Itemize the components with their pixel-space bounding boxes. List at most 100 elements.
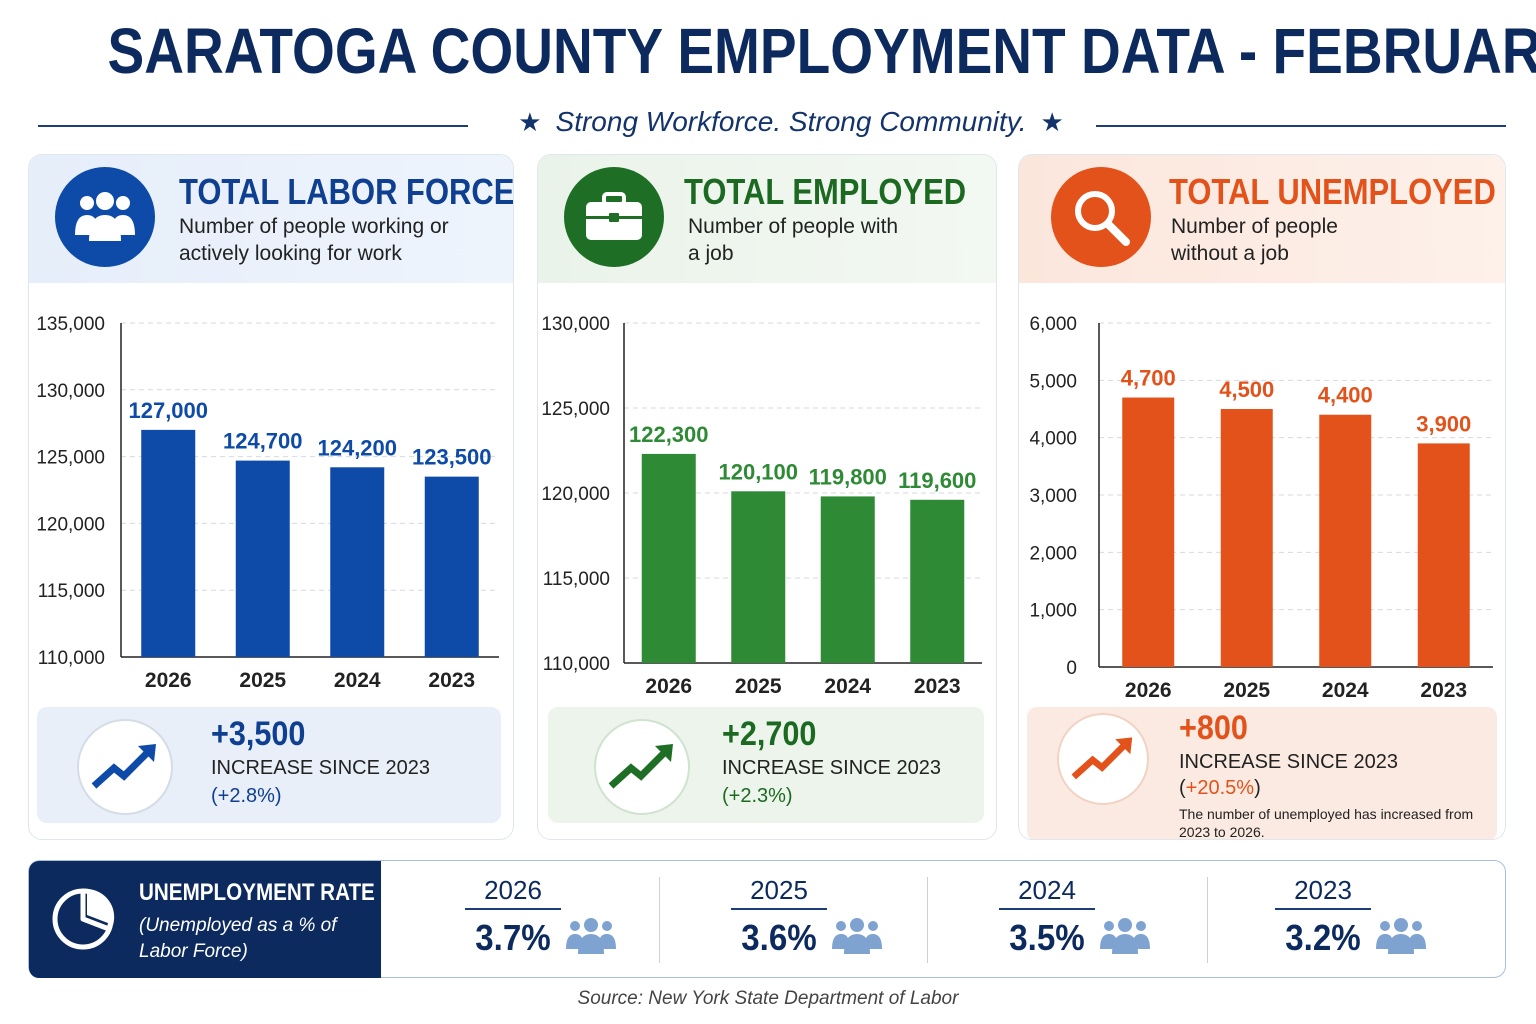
y-tick-label: 1,000 [1029, 601, 1077, 622]
x-tick-label: 2026 [1125, 679, 1172, 702]
card-description: Number of people with a job [688, 215, 899, 265]
bar-2025 [235, 460, 290, 657]
trend-up-icon [1057, 713, 1149, 805]
change-note: The number of unemployed has increased f… [1179, 806, 1474, 840]
rate-value: 3.2% [1285, 917, 1361, 958]
bar-2026 [141, 429, 196, 657]
card-title: TOTAL LABOR FORCE [179, 171, 514, 212]
y-tick-label: 110,000 [38, 648, 105, 669]
data-label: 119,600 [898, 468, 976, 493]
data-label: 120,100 [718, 459, 798, 484]
card-description: Number of people without a job [1171, 215, 1338, 265]
change-label: INCREASE SINCE 2023 [1179, 751, 1398, 773]
tagline-rule-left [38, 125, 468, 127]
data-label: 4,500 [1219, 377, 1274, 402]
x-tick-label: 2026 [145, 669, 192, 692]
unemployed-summary: +800 INCREASE SINCE 2023 (+20.5%) The nu… [1027, 707, 1497, 840]
change-label: INCREASE SINCE 2023 [211, 757, 430, 779]
y-tick-label: 115,000 [543, 569, 610, 590]
employed-bar-chart: 130,000 125,000 120,000 115,000 110,000 122,3… [541, 314, 982, 698]
rate-year: 2023 [1275, 875, 1371, 910]
rate-value: 3.7% [475, 917, 551, 958]
x-tick-label: 2025 [239, 669, 286, 692]
change-value: +800 [1179, 709, 1248, 747]
y-tick-label: 5,000 [1029, 371, 1077, 392]
card-title: TOTAL UNEMPLOYED [1169, 171, 1496, 212]
people-icon [566, 918, 616, 954]
data-label: 123,500 [412, 445, 492, 470]
y-tick-label: 6,000 [1029, 314, 1077, 335]
data-label: 4,700 [1121, 366, 1176, 391]
y-tick-label: 115,000 [38, 581, 105, 602]
rate-year: 2025 [731, 875, 827, 910]
unemployed-card: TOTAL UNEMPLOYED Number of people withou… [1018, 154, 1506, 840]
bar-2026 [641, 453, 696, 663]
bar-2023 [910, 499, 965, 663]
y-tick-label: 3,000 [1029, 486, 1077, 507]
card-title: TOTAL EMPLOYED [684, 171, 967, 212]
x-tick-label: 2024 [334, 669, 381, 692]
rate-divider [927, 877, 928, 963]
rate-divider [1207, 877, 1208, 963]
rate-item: 2026 3.7% [465, 875, 665, 965]
bar-2024 [330, 467, 385, 657]
change-label: INCREASE SINCE 2023 [722, 757, 941, 779]
data-label: 122,300 [629, 422, 709, 447]
x-tick-label: 2023 [1420, 679, 1467, 702]
labor-force-card: TOTAL LABOR FORCE Number of people worki… [28, 154, 514, 840]
card-header: TOTAL UNEMPLOYED Number of people withou… [1019, 155, 1505, 283]
bar-2023 [424, 476, 479, 657]
bar-2025 [731, 491, 786, 663]
labor-force-summary: +3,500 INCREASE SINCE 2023 (+2.8%) [37, 707, 501, 823]
bar-2024 [820, 496, 875, 663]
bar-2025 [1220, 409, 1273, 667]
y-tick-label: 120,000 [36, 514, 105, 535]
unemployed-bar-chart: 6,000 5,000 4,000 3,000 2,000 1,000 0 4,700 2026… [1029, 314, 1493, 702]
rate-item: 2024 3.5% [999, 875, 1199, 965]
rate-year: 2024 [999, 875, 1095, 910]
rate-header: UNEMPLOYMENT RATE (Unemployed as a % of … [29, 861, 381, 978]
change-percent: (+20.5%) [1179, 777, 1261, 799]
x-tick-label: 2023 [428, 669, 475, 692]
y-tick-label: 125,000 [36, 448, 105, 469]
star-icon: ★ [1040, 107, 1064, 137]
y-tick-label: 130,000 [36, 381, 105, 402]
x-tick-label: 2025 [735, 675, 782, 698]
tagline-row: ★ Strong Workforce. Strong Community. ★ [38, 106, 1506, 146]
data-label: 124,700 [223, 429, 303, 454]
y-tick-label: 125,000 [541, 399, 610, 420]
rate-item: 2023 3.2% [1275, 875, 1475, 965]
x-tick-label: 2023 [914, 675, 961, 698]
people-icon [55, 167, 155, 267]
rate-value: 3.5% [1009, 917, 1085, 958]
x-tick-label: 2024 [1322, 679, 1369, 702]
y-tick-label: 135,000 [36, 314, 105, 335]
data-label: 127,000 [128, 398, 208, 423]
y-tick-label: 4,000 [1029, 429, 1077, 450]
star-icon: ★ [518, 107, 542, 137]
people-icon [1376, 918, 1426, 954]
card-header: TOTAL EMPLOYED Number of people with a j… [538, 155, 996, 283]
y-tick-label: 2,000 [1029, 543, 1077, 564]
rate-subtitle: (Unemployed as a % of Labor Force) [139, 915, 337, 962]
source-note: Source: New York State Department of Lab… [577, 988, 959, 1009]
data-label: 119,800 [809, 464, 887, 489]
rate-item: 2025 3.6% [731, 875, 931, 965]
people-icon [1100, 918, 1150, 954]
change-value: +2,700 [722, 715, 817, 753]
employed-card: TOTAL EMPLOYED Number of people with a j… [537, 154, 997, 840]
data-label: 124,200 [317, 435, 397, 460]
y-tick-label: 130,000 [541, 314, 610, 335]
trend-up-icon [594, 719, 690, 815]
labor-force-bar-chart: 135,000 130,000 125,000 120,000 115,000 110,0… [36, 314, 499, 692]
pie-chart-icon [52, 888, 115, 950]
x-tick-label: 2026 [645, 675, 692, 698]
magnifier-icon [1051, 167, 1151, 267]
bar-2023 [1417, 443, 1470, 667]
change-value: +3,500 [211, 715, 306, 753]
data-label: 4,400 [1318, 383, 1373, 408]
change-percent: (+2.3%) [722, 785, 793, 807]
briefcase-icon [564, 167, 664, 267]
y-tick-label: 0 [1066, 658, 1077, 679]
employed-summary: +2,700 INCREASE SINCE 2023 (+2.3%) [548, 707, 984, 823]
